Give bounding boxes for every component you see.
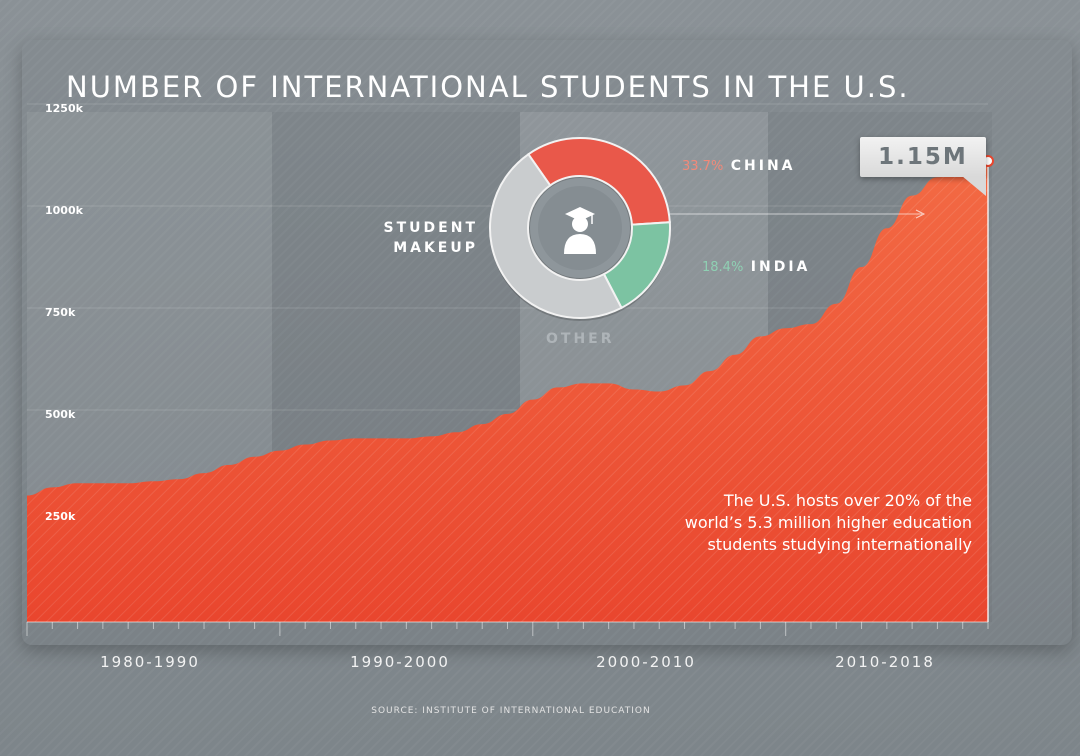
note-line-2: world’s 5.3 million higher education bbox=[684, 513, 972, 532]
area-hatch bbox=[27, 160, 988, 622]
student-makeup-label-line1: STUDENT bbox=[383, 220, 478, 236]
page-title: NUMBER OF INTERNATIONAL STUDENTS IN THE … bbox=[66, 70, 910, 104]
graduate-head bbox=[572, 216, 588, 232]
period-label: 1980-1990 bbox=[100, 653, 200, 671]
y-tick-label: 250k bbox=[45, 510, 76, 523]
student-makeup-label: STUDENT MAKEUP bbox=[360, 218, 478, 258]
graduate-icon bbox=[564, 207, 596, 254]
annotation-note: The U.S. hosts over 20% of the world’s 5… bbox=[590, 490, 972, 556]
donut-segment-other bbox=[489, 152, 623, 319]
china-percent: 33.7% bbox=[682, 159, 724, 174]
india-name: INDIA bbox=[750, 259, 811, 275]
graduate-body bbox=[564, 234, 596, 254]
y-tick-label: 1000k bbox=[45, 204, 84, 217]
note-line-3: students studying internationally bbox=[707, 535, 972, 554]
y-tick-label: 1250k bbox=[45, 102, 84, 115]
china-label: 33.7% CHINA bbox=[682, 158, 796, 174]
note-line-1: The U.S. hosts over 20% of the bbox=[723, 491, 972, 510]
period-label: 2010-2018 bbox=[835, 653, 935, 671]
other-label: OTHER bbox=[546, 331, 615, 347]
mortarboard bbox=[565, 207, 595, 221]
period-label: 2000-2010 bbox=[596, 653, 696, 671]
donut-segment-china bbox=[526, 137, 671, 226]
period-label: 1990-2000 bbox=[350, 653, 450, 671]
india-label: 18.4% INDIA bbox=[702, 259, 810, 275]
y-tick-label: 750k bbox=[45, 306, 76, 319]
connector-arrowhead bbox=[915, 209, 926, 219]
callout-tail bbox=[962, 176, 986, 196]
y-tick-label: 500k bbox=[45, 408, 76, 421]
china-name: CHINA bbox=[730, 158, 796, 174]
source-note: SOURCE: INSTITUTE OF INTERNATIONAL EDUCA… bbox=[371, 706, 651, 716]
india-percent: 18.4% bbox=[702, 260, 744, 275]
student-makeup-label-line2: MAKEUP bbox=[393, 240, 478, 256]
peak-value-callout: 1.15M bbox=[860, 137, 986, 177]
